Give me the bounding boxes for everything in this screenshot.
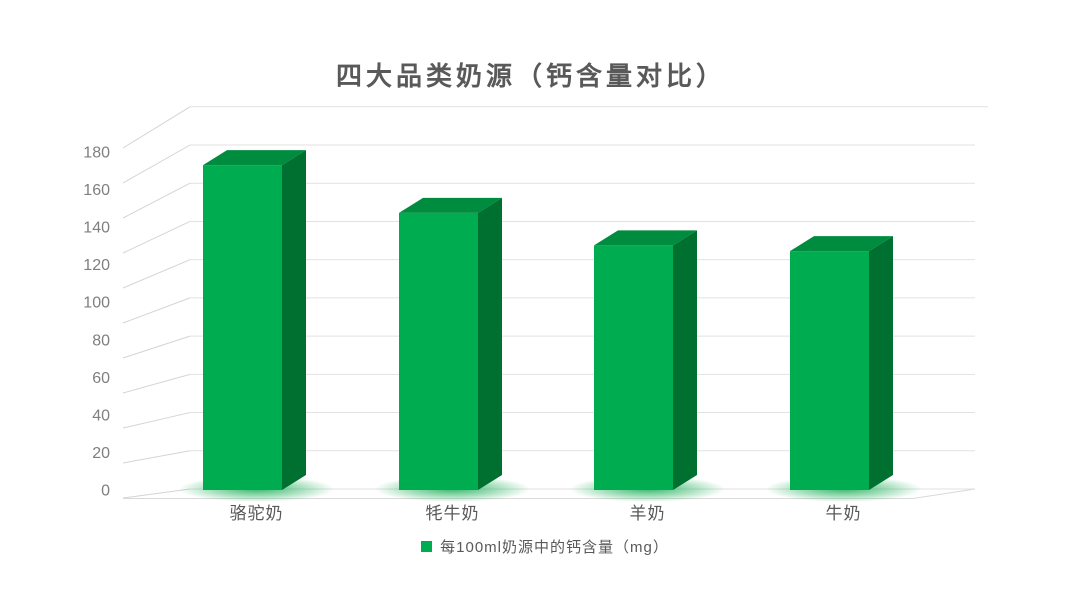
wall-gridline-diagonal [122,450,191,464]
legend-marker-icon [421,540,433,552]
x-axis-category-label: 牛奶 [826,504,862,523]
bar-front-face [790,251,869,490]
wall-gridline-diagonal [122,373,191,394]
y-axis-tick-label: 100 [83,295,110,312]
bar-front-face [203,165,282,490]
floor-right-diagonal [912,488,976,499]
y-axis-tick-label: 140 [83,220,110,237]
bar-column-1 [374,197,531,502]
bar-side-face [282,150,306,490]
x-axis-category-label: 牦牛奶 [426,504,480,523]
legend-series-label: 每100ml奶源中的钙含量（mg） [440,538,669,556]
wall-gridline-diagonal [122,412,191,429]
wall-top-diagonal [122,106,191,149]
wall-gridline-diagonal [122,335,191,359]
y-axis-tick-label: 20 [92,445,110,462]
bar-top-face [594,230,697,246]
wall-gridline-diagonal [122,182,191,219]
wall-gridline-diagonal [122,488,191,499]
bar-front-face [594,245,673,490]
wall-gridline-diagonal [122,259,191,289]
bar-top-face [790,236,893,252]
x-axis-category-label: 骆驼奶 [230,504,284,523]
y-axis-tick-label: 60 [92,370,110,387]
chart-legend: 每100ml奶源中的钙含量（mg） [0,533,1080,559]
y-axis-tick-label: 40 [92,407,110,424]
y-axis-tick-label: 180 [83,144,110,161]
bar-column-2 [569,230,726,502]
bar-side-face [673,230,697,490]
bar-side-face [478,197,502,491]
y-axis-tick-label: 160 [83,182,110,199]
y-axis-tick-label: 0 [101,483,110,500]
y-axis-tick-label: 80 [92,332,110,349]
bar-column-0 [178,150,335,502]
bar-front-face [399,212,478,491]
y-axis-tick-label: 120 [83,257,110,274]
wall-gridline-diagonal [122,144,191,184]
bar-side-face [869,236,893,490]
bar-column-3 [765,236,922,502]
bar-top-face [203,150,306,166]
x-axis-category-label: 羊奶 [630,504,666,523]
wall-gridline-diagonal [122,220,191,254]
bar-top-face [399,197,502,213]
wall-gridline-diagonal [122,297,191,324]
chart-title: 四大品类奶源（钙含量对比） [335,61,726,91]
